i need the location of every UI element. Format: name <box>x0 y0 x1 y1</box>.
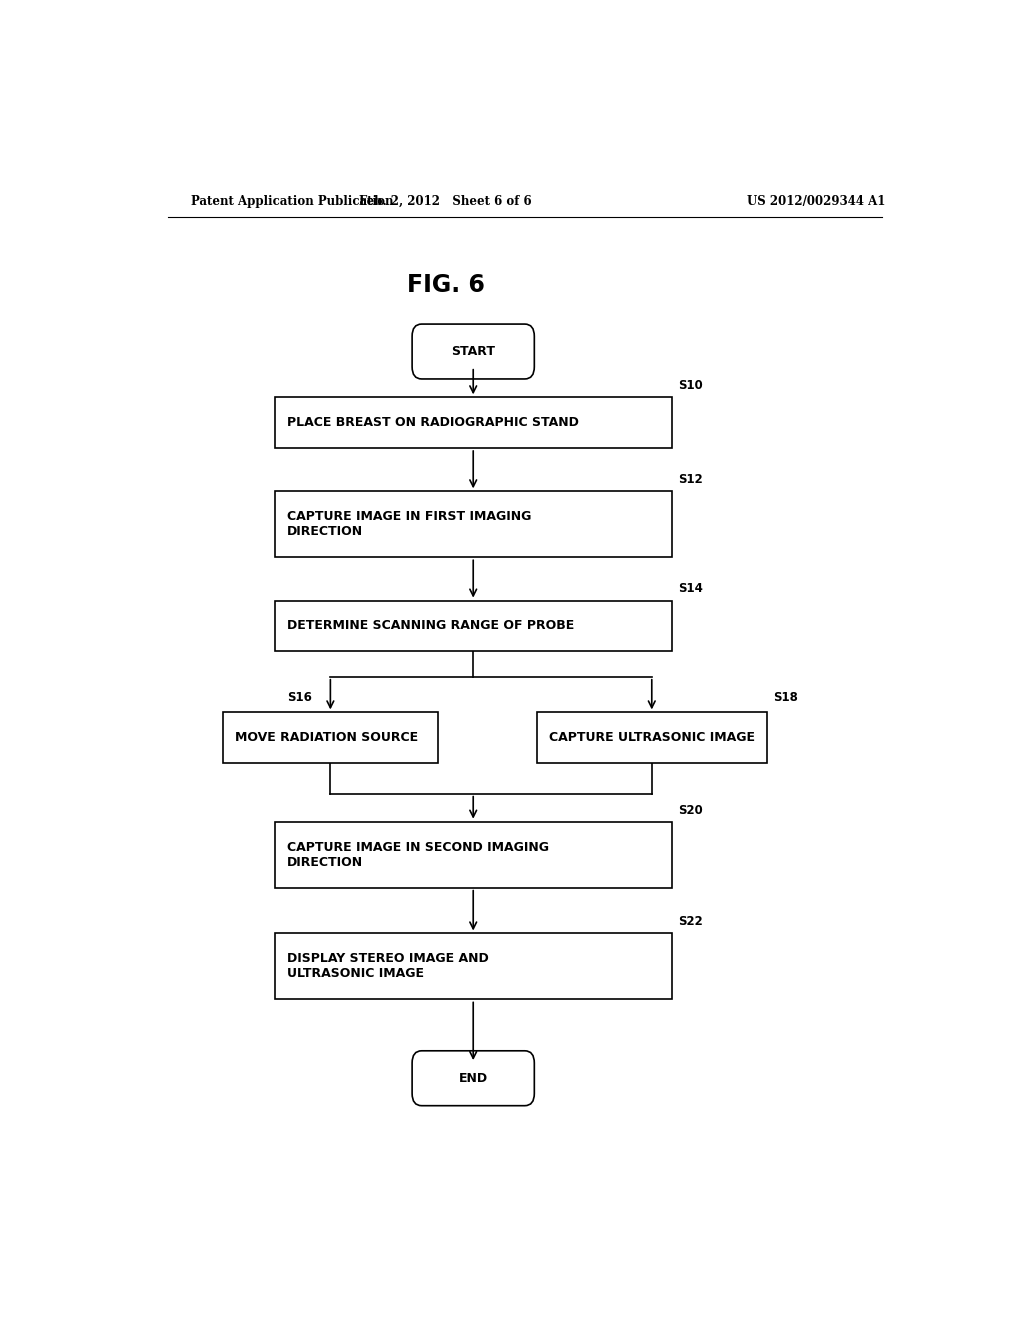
Text: MOVE RADIATION SOURCE: MOVE RADIATION SOURCE <box>236 731 418 744</box>
Text: S10: S10 <box>678 379 702 392</box>
Bar <box>274 933 672 999</box>
Text: S12: S12 <box>678 473 702 486</box>
Bar <box>274 491 672 557</box>
Bar <box>274 397 672 447</box>
FancyBboxPatch shape <box>412 325 535 379</box>
Bar <box>223 713 437 763</box>
Text: Patent Application Publication: Patent Application Publication <box>191 194 394 207</box>
Text: S14: S14 <box>678 582 702 595</box>
FancyBboxPatch shape <box>412 1051 535 1106</box>
Text: Feb. 2, 2012   Sheet 6 of 6: Feb. 2, 2012 Sheet 6 of 6 <box>359 194 531 207</box>
Text: CAPTURE IMAGE IN SECOND IMAGING
DIRECTION: CAPTURE IMAGE IN SECOND IMAGING DIRECTIO… <box>287 841 549 869</box>
Bar <box>537 713 767 763</box>
Bar <box>274 601 672 651</box>
Text: S16: S16 <box>287 692 311 704</box>
Text: CAPTURE IMAGE IN FIRST IMAGING
DIRECTION: CAPTURE IMAGE IN FIRST IMAGING DIRECTION <box>287 511 531 539</box>
Text: PLACE BREAST ON RADIOGRAPHIC STAND: PLACE BREAST ON RADIOGRAPHIC STAND <box>287 416 579 429</box>
Text: US 2012/0029344 A1: US 2012/0029344 A1 <box>748 194 886 207</box>
Text: START: START <box>452 345 496 358</box>
Text: S22: S22 <box>678 915 702 928</box>
Text: S20: S20 <box>678 804 702 817</box>
Text: CAPTURE ULTRASONIC IMAGE: CAPTURE ULTRASONIC IMAGE <box>549 731 755 744</box>
Bar <box>274 821 672 887</box>
Text: DISPLAY STEREO IMAGE AND
ULTRASONIC IMAGE: DISPLAY STEREO IMAGE AND ULTRASONIC IMAG… <box>287 953 488 981</box>
Text: DETERMINE SCANNING RANGE OF PROBE: DETERMINE SCANNING RANGE OF PROBE <box>287 619 574 632</box>
Text: END: END <box>459 1072 487 1085</box>
Text: FIG. 6: FIG. 6 <box>407 273 484 297</box>
Text: S18: S18 <box>773 692 798 704</box>
